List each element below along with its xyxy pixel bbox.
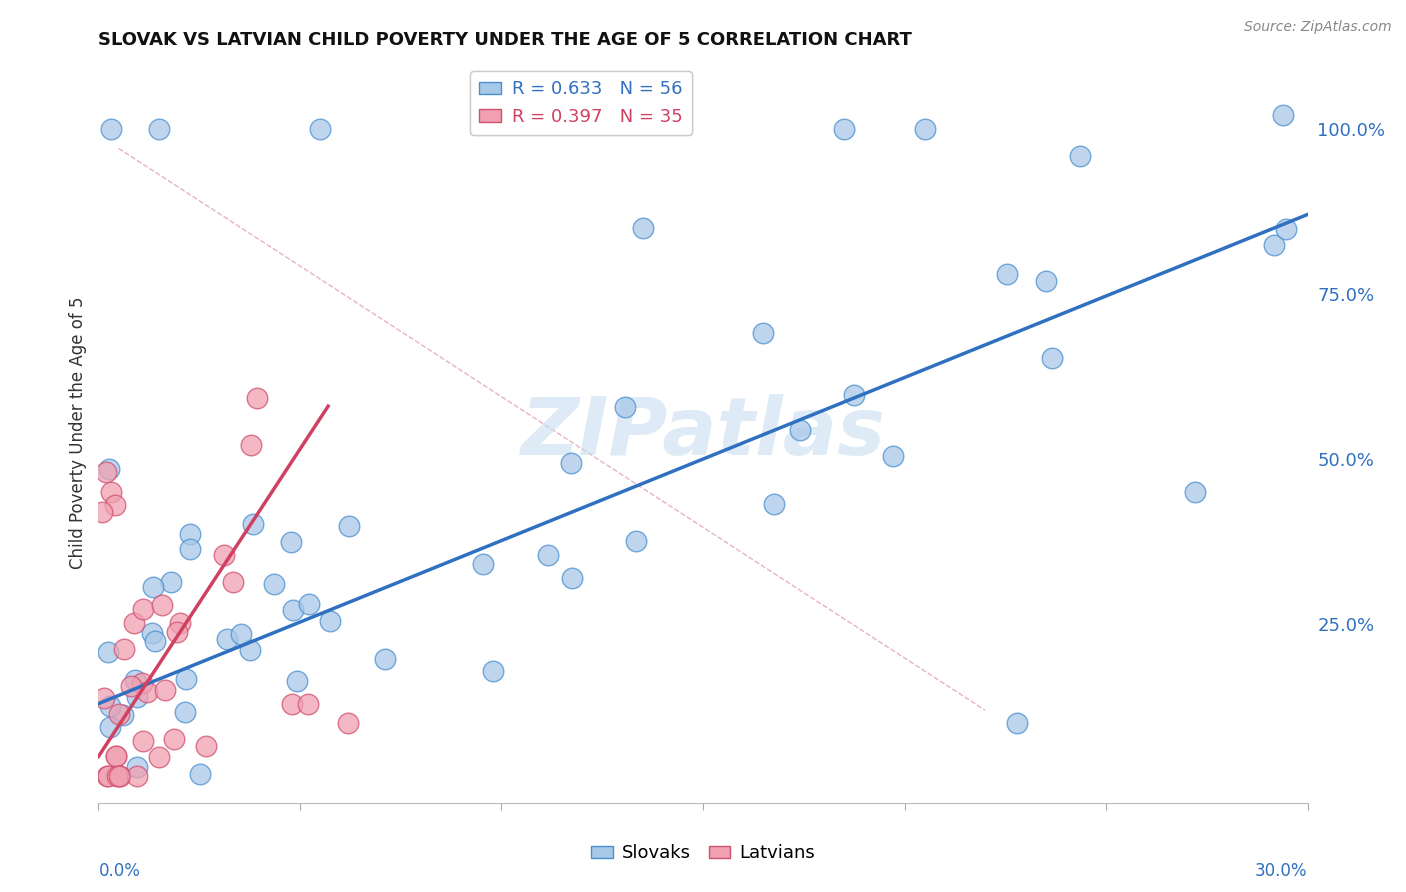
- Point: [561, 571, 583, 585]
- Point: [125, 690, 148, 704]
- Point: [1035, 274, 1057, 288]
- Point: [111, 708, 134, 723]
- Point: [98, 461, 121, 475]
- Point: [1042, 351, 1064, 366]
- Point: [337, 519, 360, 533]
- Point: [131, 675, 153, 690]
- Point: [752, 326, 775, 341]
- Point: [125, 769, 148, 783]
- Point: [97, 645, 120, 659]
- Point: [239, 438, 262, 452]
- Point: [762, 497, 785, 511]
- Point: [337, 716, 360, 731]
- Point: [614, 400, 637, 414]
- Point: [285, 674, 308, 689]
- Point: [246, 392, 269, 406]
- Point: [318, 614, 340, 628]
- Point: [239, 642, 262, 657]
- Point: [281, 603, 304, 617]
- Point: [882, 449, 904, 463]
- Legend: Slovaks, Latvians: Slovaks, Latvians: [583, 838, 823, 870]
- Point: [108, 707, 131, 722]
- Point: [215, 632, 238, 646]
- Point: [120, 679, 142, 693]
- Legend: R = 0.633   N = 56, R = 0.397   N = 35: R = 0.633 N = 56, R = 0.397 N = 35: [470, 71, 692, 135]
- Point: [98, 720, 121, 734]
- Point: [1272, 108, 1295, 122]
- Point: [174, 672, 197, 686]
- Point: [96, 769, 118, 783]
- Point: [142, 580, 165, 594]
- Point: [242, 516, 264, 531]
- Point: [136, 685, 159, 699]
- Point: [103, 499, 125, 513]
- Point: [179, 541, 201, 556]
- Point: [104, 749, 127, 764]
- Text: Source: ZipAtlas.com: Source: ZipAtlas.com: [1244, 20, 1392, 34]
- Point: [914, 121, 936, 136]
- Point: [281, 697, 304, 711]
- Point: [179, 527, 201, 541]
- Point: [160, 575, 183, 590]
- Point: [374, 651, 396, 665]
- Point: [100, 485, 122, 500]
- Point: [97, 769, 120, 783]
- Point: [125, 759, 148, 773]
- Point: [124, 673, 146, 688]
- Point: [1184, 485, 1206, 500]
- Point: [98, 699, 121, 714]
- Text: SLOVAK VS LATVIAN CHILD POVERTY UNDER THE AGE OF 5 CORRELATION CHART: SLOVAK VS LATVIAN CHILD POVERTY UNDER TH…: [98, 31, 912, 49]
- Point: [1069, 149, 1091, 163]
- Point: [105, 748, 128, 763]
- Point: [155, 682, 177, 697]
- Point: [166, 625, 188, 640]
- Point: [108, 769, 131, 783]
- Text: ZIPatlas: ZIPatlas: [520, 393, 886, 472]
- Y-axis label: Child Poverty Under the Age of 5: Child Poverty Under the Age of 5: [69, 296, 87, 569]
- Point: [309, 121, 332, 136]
- Point: [298, 597, 321, 611]
- Point: [169, 615, 191, 630]
- Point: [188, 767, 211, 781]
- Point: [105, 769, 128, 783]
- Point: [631, 220, 654, 235]
- Point: [482, 664, 505, 678]
- Point: [148, 749, 170, 764]
- Point: [222, 574, 245, 589]
- Point: [141, 626, 163, 640]
- Point: [536, 548, 558, 562]
- Point: [163, 731, 186, 746]
- Point: [1263, 237, 1285, 252]
- Text: 0.0%: 0.0%: [98, 862, 141, 880]
- Text: 30.0%: 30.0%: [1256, 862, 1308, 880]
- Point: [148, 121, 170, 136]
- Point: [212, 548, 235, 562]
- Point: [174, 705, 197, 719]
- Point: [280, 534, 302, 549]
- Point: [91, 505, 114, 519]
- Point: [132, 733, 155, 747]
- Point: [100, 121, 122, 136]
- Point: [195, 739, 218, 753]
- Point: [832, 121, 855, 136]
- Point: [1275, 222, 1298, 236]
- Point: [150, 598, 173, 612]
- Point: [789, 423, 811, 437]
- Point: [297, 697, 319, 711]
- Point: [143, 634, 166, 648]
- Point: [263, 577, 285, 591]
- Point: [229, 627, 252, 641]
- Point: [472, 558, 495, 572]
- Point: [124, 615, 146, 630]
- Point: [107, 769, 129, 783]
- Point: [842, 388, 865, 402]
- Point: [132, 602, 155, 616]
- Point: [96, 465, 118, 479]
- Point: [1007, 716, 1029, 731]
- Point: [995, 267, 1018, 281]
- Point: [626, 533, 648, 548]
- Point: [93, 691, 115, 706]
- Point: [560, 456, 582, 470]
- Point: [112, 641, 135, 656]
